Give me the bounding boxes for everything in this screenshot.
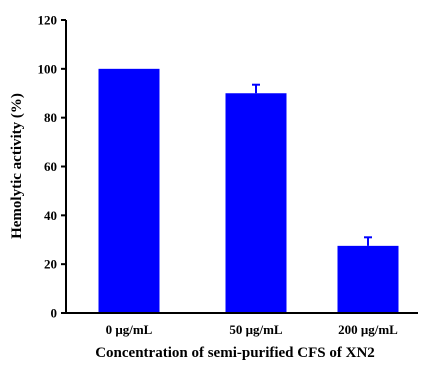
bar (98, 68, 160, 313)
error-bars-layer (252, 83, 372, 246)
bars-layer (98, 68, 399, 313)
y-tick-label: 120 (38, 13, 58, 28)
y-tick-label: 20 (44, 257, 57, 272)
x-tick-label: 0 μg/mL (106, 322, 153, 337)
x-ticks-layer: 0 μg/mL 50 μg/mL 200 μg/mL (106, 322, 399, 337)
y-tick-label: 40 (44, 208, 57, 223)
y-ticks-layer: 0 20 40 60 80 100 120 (38, 13, 66, 321)
x-tick-label: 200 μg/mL (338, 322, 398, 337)
y-tick-label: 60 (44, 159, 57, 174)
x-tick-label: 50 μg/mL (229, 322, 283, 337)
y-tick-label: 80 (44, 110, 57, 125)
y-axis-title: Hemolytic activity (%) (9, 93, 25, 239)
x-axis-title: Concentration of semi-purified CFS of XN… (95, 345, 375, 361)
y-tick-label: 100 (38, 61, 58, 76)
y-tick-label: 0 (51, 306, 58, 321)
bar (225, 93, 287, 313)
bar (337, 245, 399, 313)
